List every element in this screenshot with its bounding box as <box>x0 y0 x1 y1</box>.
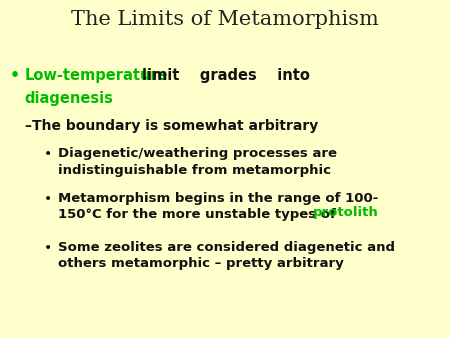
Text: –The boundary is somewhat arbitrary: –The boundary is somewhat arbitrary <box>25 119 318 133</box>
Text: The Limits of Metamorphism: The Limits of Metamorphism <box>71 10 379 29</box>
Text: diagenesis: diagenesis <box>25 91 113 106</box>
Text: •: • <box>10 68 20 82</box>
Text: •: • <box>44 192 52 206</box>
Text: protolith: protolith <box>313 206 379 219</box>
Text: Diagenetic/weathering processes are
indistinguishable from metamorphic: Diagenetic/weathering processes are indi… <box>58 147 338 176</box>
Text: Some zeolites are considered diagenetic and
others metamorphic – pretty arbitrar: Some zeolites are considered diagenetic … <box>58 241 396 270</box>
Text: •: • <box>44 147 52 161</box>
Text: •: • <box>44 241 52 255</box>
Text: Metamorphism begins in the range of 100-
150°C for the more unstable types of: Metamorphism begins in the range of 100-… <box>58 192 379 221</box>
Text: limit    grades    into: limit grades into <box>142 68 310 82</box>
Text: Low-temperature: Low-temperature <box>25 68 168 82</box>
